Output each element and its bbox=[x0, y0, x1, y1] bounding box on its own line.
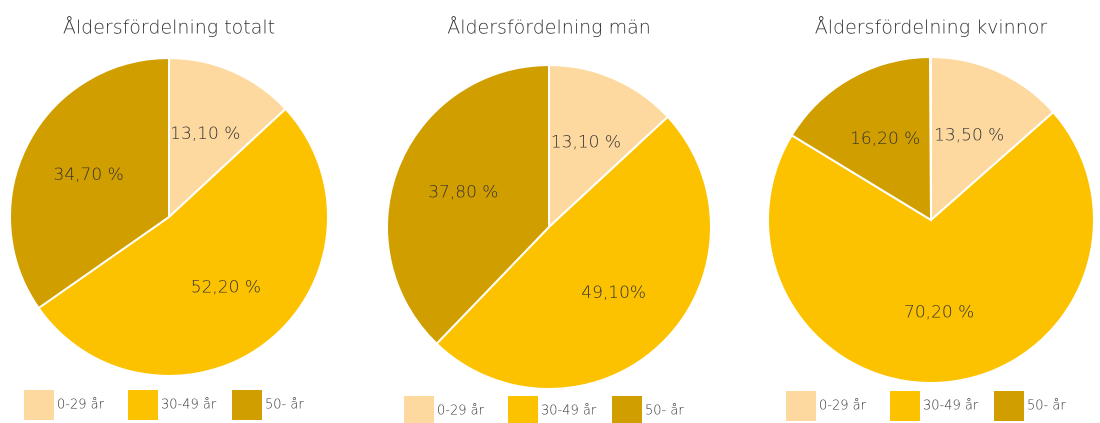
data-label: 70,20 % bbox=[904, 303, 974, 323]
legend-label: 50- år bbox=[1027, 399, 1066, 414]
chart-title: Åldersfördelning kvinnor bbox=[815, 16, 1048, 39]
data-label: 16,20 % bbox=[850, 129, 920, 149]
legend-label: 50- år bbox=[645, 404, 684, 419]
pie-slice bbox=[548, 63, 670, 230]
pie-slice bbox=[168, 56, 288, 220]
legend-label: 0-29 år bbox=[437, 404, 485, 419]
legend-swatch bbox=[128, 390, 158, 420]
data-label: 37,80 % bbox=[428, 182, 498, 202]
legend-swatch bbox=[890, 391, 920, 421]
legend-label: 30-49 år bbox=[923, 399, 979, 414]
chart-title: Åldersfördelning män bbox=[447, 16, 651, 39]
data-label: 13,10 % bbox=[170, 124, 240, 144]
data-label: 34,70 % bbox=[54, 165, 124, 185]
chart-title: Åldersfördelning totalt bbox=[63, 16, 275, 39]
pie-slice bbox=[9, 56, 170, 310]
legend-label: 0-29 år bbox=[819, 399, 867, 414]
legend-swatch bbox=[24, 390, 54, 420]
legend-swatch bbox=[508, 396, 538, 423]
pie-slice bbox=[37, 107, 329, 377]
legend-swatch bbox=[612, 396, 642, 423]
legend-swatch bbox=[786, 391, 816, 421]
legend-label: 30-49 år bbox=[161, 398, 217, 413]
pie-slice bbox=[930, 55, 1055, 223]
legend-swatch bbox=[404, 396, 434, 423]
legend-label: 30-49 år bbox=[541, 404, 597, 419]
data-label: 13,50 % bbox=[934, 125, 1004, 145]
legend-swatch bbox=[994, 391, 1024, 421]
pie-slice bbox=[386, 63, 550, 346]
legend-label: 0-29 år bbox=[57, 398, 105, 413]
legend-label: 50- år bbox=[265, 398, 304, 413]
data-label: 13,10 % bbox=[551, 132, 621, 152]
pie-slice bbox=[790, 55, 933, 222]
data-label: 52,20 % bbox=[191, 278, 261, 298]
data-label: 49,10% bbox=[581, 283, 646, 303]
pie-slice bbox=[767, 110, 1095, 384]
pie-slice bbox=[435, 115, 712, 390]
legend-swatch bbox=[232, 390, 262, 420]
